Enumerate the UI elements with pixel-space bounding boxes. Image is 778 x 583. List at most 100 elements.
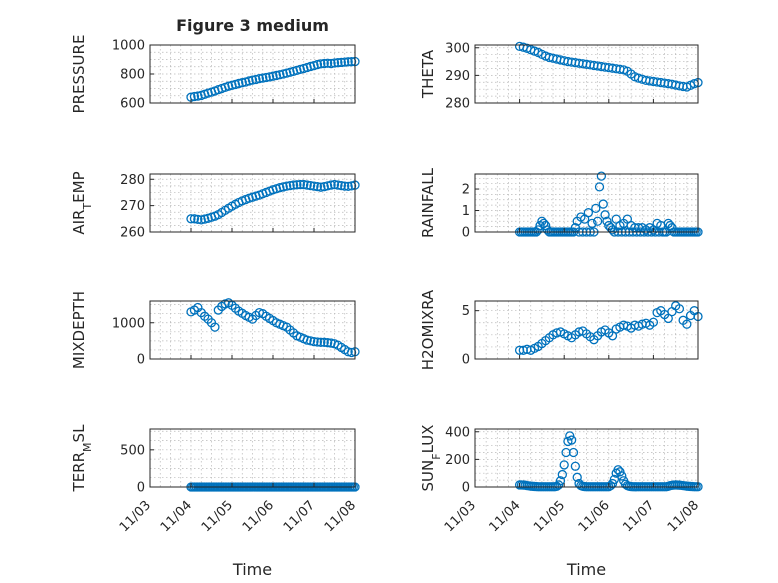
axes-frame: [149, 428, 356, 488]
data-point: [674, 304, 685, 314]
y-tick-label: 290: [445, 69, 470, 84]
x-tick-label: 11/06: [576, 498, 613, 535]
data-point: [333, 180, 343, 190]
data-point: [196, 215, 206, 225]
y-tick-label: 1: [462, 204, 470, 219]
data-point: [583, 208, 594, 218]
data-point: [271, 70, 282, 81]
data-point: [591, 203, 601, 214]
y-axis-label: AIRTEMP: [70, 171, 94, 234]
axes-frame: [474, 44, 699, 104]
data-point: [295, 179, 305, 190]
y-tick-label: 0: [462, 226, 470, 241]
x-tick-label: 11/05: [531, 498, 568, 535]
x-tick-label: 11/07: [620, 498, 657, 535]
data-point: [264, 72, 275, 82]
data-point: [336, 180, 346, 191]
data-point: [557, 469, 567, 480]
axes-frame: [149, 300, 356, 360]
data-point: [319, 337, 329, 347]
x-tick-label: 11/03: [117, 498, 154, 535]
x-axis-label: Time: [232, 560, 272, 579]
y-tick-label: 280: [445, 97, 470, 112]
data-point: [572, 472, 582, 482]
data-point: [200, 214, 210, 224]
data-point: [302, 335, 312, 345]
data-point: [305, 180, 316, 191]
y-tick-label: 0: [137, 353, 145, 368]
data-point: [596, 171, 607, 181]
data-point: [268, 71, 278, 81]
y-tick-label: 260: [120, 226, 145, 241]
y-tick-label: 600: [120, 97, 145, 112]
data-point: [237, 78, 247, 88]
data-point: [312, 337, 323, 347]
data-point: [609, 474, 620, 485]
data-point: [309, 336, 319, 347]
data-point: [275, 183, 285, 193]
data-point: [326, 180, 336, 190]
data-point: [600, 210, 610, 220]
data-point: [316, 59, 326, 69]
data-point: [346, 347, 357, 358]
data-point: [326, 58, 336, 69]
subplot-4: 0 1 2 RAINFALL: [419, 167, 703, 241]
data-point: [285, 180, 295, 191]
subplot-6: 0 5 H2OMIXRA: [419, 289, 703, 370]
y-axis-label: MIXDEPTH: [70, 291, 88, 369]
data-point: [193, 91, 203, 101]
data-point: [309, 181, 319, 191]
data-point: [302, 180, 312, 190]
data-point: [329, 58, 340, 68]
y-tick-label: 300: [445, 41, 470, 56]
x-tick-label: 11/03: [442, 498, 479, 535]
subplot-2: 280 290 300 THETA: [419, 41, 703, 112]
y-tick-label: 1000: [112, 316, 145, 331]
data-point: [593, 216, 603, 226]
data-point: [682, 319, 692, 329]
y-tick-label: 400: [445, 425, 470, 440]
data-point: [346, 57, 357, 67]
y-tick-label: 270: [120, 199, 145, 214]
data-point: [254, 73, 264, 84]
y-axis-label: RAINFALL: [419, 167, 437, 238]
data-point: [566, 435, 577, 445]
subplot-5: 0 1000 MIXDEPTH: [70, 291, 360, 369]
y-axis-label: THETA: [419, 49, 437, 99]
data-point: [343, 181, 353, 192]
y-axis-label: H2OMIXRA: [419, 289, 437, 370]
subplot-1: 600 800 1000 PRESSURE Figure 3 medium: [70, 16, 360, 114]
x-tick-label: 11/08: [665, 498, 702, 535]
data-point: [533, 225, 543, 235]
y-axis-label: PRESSURE: [70, 35, 88, 114]
data-point: [189, 214, 200, 224]
y-tick-label: 0: [462, 481, 470, 496]
x-tick-label: 11/04: [158, 498, 195, 535]
y-tick-label: 0: [137, 481, 145, 496]
data-point: [565, 431, 575, 441]
x-tick-label: 11/08: [322, 498, 359, 535]
data-point: [275, 70, 285, 80]
data-point: [343, 57, 353, 67]
x-axis-label: Time: [566, 560, 606, 579]
data-point: [323, 58, 333, 68]
x-tick-label: 11/06: [240, 498, 277, 535]
axes-frame: [149, 173, 356, 233]
data-point: [346, 181, 357, 191]
y-tick-label: 1000: [112, 39, 145, 54]
data-point: [319, 58, 329, 69]
y-axis-label: SUNFLUX: [419, 425, 443, 492]
data-point: [299, 179, 309, 190]
subplot-8: 0 200 400 11/03 11/04 11/05 11/06 11/07 11/08 SUN…: [419, 425, 703, 579]
data-point: [292, 180, 302, 190]
data-point: [340, 181, 350, 191]
data-point: [553, 480, 564, 490]
data-point: [305, 336, 316, 346]
data-point: [316, 182, 326, 192]
data-point: [189, 91, 200, 102]
y-tick-label: 2: [462, 183, 470, 198]
data-point: [568, 447, 579, 458]
y-tick-label: 5: [462, 304, 470, 319]
axes-frame: [474, 428, 699, 488]
